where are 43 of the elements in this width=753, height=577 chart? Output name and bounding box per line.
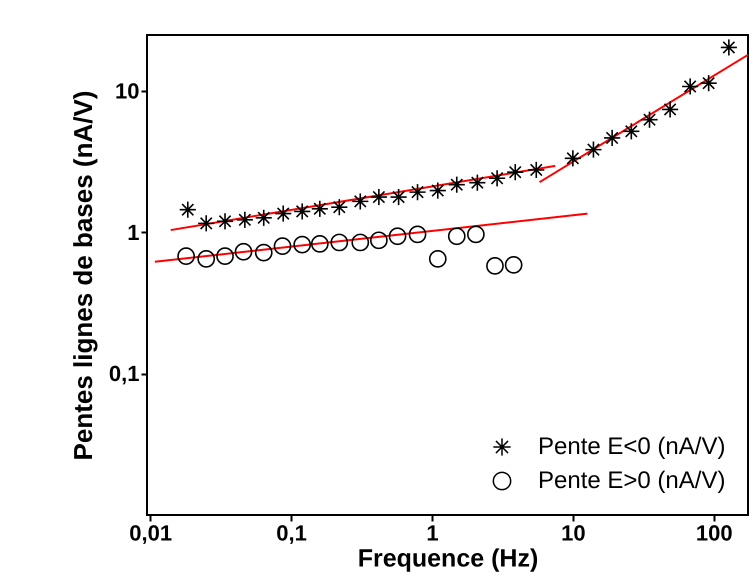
point — [197, 250, 216, 268]
point — [216, 212, 234, 230]
point — [293, 236, 312, 254]
point — [370, 188, 388, 206]
point — [506, 163, 524, 182]
point — [351, 192, 370, 210]
point — [293, 202, 312, 220]
x-tick-label: 0,1 — [276, 520, 307, 546]
point — [274, 237, 292, 256]
point — [197, 214, 216, 232]
x-tick-label: 0,01 — [129, 520, 172, 546]
x-axis-title: Frequence (Hz) — [358, 544, 538, 572]
x-tick-label: 100 — [696, 520, 733, 546]
legend-label: Pente E>0 (nA/V) — [538, 467, 726, 494]
point — [254, 208, 273, 227]
y-tick-label: 1 — [127, 220, 140, 245]
x-tick-label: 1 — [426, 520, 439, 546]
point — [177, 247, 195, 265]
point — [467, 226, 485, 244]
point — [178, 200, 197, 219]
point — [428, 182, 447, 200]
point — [448, 176, 466, 194]
point — [408, 183, 426, 201]
point — [428, 250, 447, 268]
point — [274, 204, 292, 222]
legend-label: Pente E<0 (nA/V) — [538, 433, 726, 460]
point — [504, 256, 523, 274]
x-tick-label: 10 — [561, 520, 586, 546]
point — [388, 227, 406, 246]
point — [390, 188, 408, 206]
point — [448, 227, 466, 246]
point — [216, 247, 234, 265]
point — [370, 231, 388, 250]
point — [486, 257, 504, 275]
y-tick-label: 0,1 — [108, 361, 140, 386]
point — [468, 174, 486, 192]
y-axis-title: Pentes lignes de bases (nA/V) — [68, 90, 98, 460]
point — [254, 244, 273, 262]
point — [408, 226, 426, 244]
point — [351, 234, 370, 252]
point — [234, 242, 252, 261]
y-tick-label: 10 — [115, 78, 140, 104]
point — [236, 210, 254, 229]
